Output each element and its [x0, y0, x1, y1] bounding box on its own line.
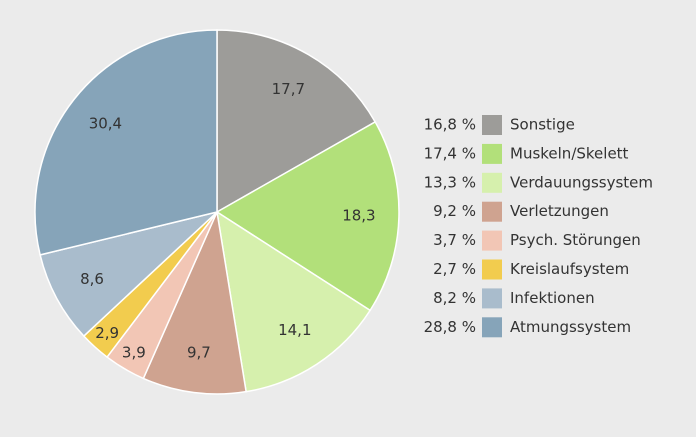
pie-slice [142, 209, 247, 395]
legend-label: Kreislaufsystem [510, 260, 629, 278]
legend-value: 28,8 % [424, 318, 476, 336]
pie-slice [34, 29, 218, 256]
legend-swatch [482, 230, 502, 251]
legend-value: 3,7 % [433, 231, 476, 249]
legend-label: Verletzungen [510, 202, 609, 220]
data-label: 17,7 [272, 80, 305, 98]
legend-value: 2,7 % [433, 260, 476, 278]
legend-label: Sonstige [510, 116, 575, 134]
data-label: 18,3 [342, 206, 375, 224]
legend-swatch [482, 288, 502, 309]
pie-slice [39, 210, 220, 338]
data-label: 8,6 [80, 270, 104, 288]
data-label: 3,9 [122, 344, 146, 362]
legend-swatch [482, 172, 502, 193]
data-label: 30,4 [89, 115, 122, 133]
legend-value: 9,2 % [433, 202, 476, 220]
legend-swatch [482, 201, 502, 222]
legend-swatch [482, 115, 502, 135]
legend-label: Muskeln/Skelett [510, 144, 629, 162]
pie-slice [215, 210, 372, 393]
legend-value: 13,3 % [424, 173, 476, 191]
legend-swatch [482, 317, 502, 338]
legend-swatch [482, 143, 502, 164]
legend-value: 16,8 % [424, 116, 476, 134]
legend-label: Atmungssystem [510, 318, 631, 336]
legend-value: 17,4 % [424, 144, 476, 162]
data-label: 9,7 [187, 343, 211, 361]
legend-label: Verdauungssystem [510, 173, 653, 191]
pie-slice [216, 29, 377, 214]
legend-label: Infektionen [510, 289, 595, 307]
data-label: 14,1 [278, 321, 311, 339]
legend-value: 8,2 % [433, 289, 476, 307]
legend-label: Psych. Störungen [510, 231, 641, 249]
pie-slice [215, 120, 400, 312]
data-label: 2,9 [95, 324, 119, 342]
legend-swatch [482, 259, 502, 280]
